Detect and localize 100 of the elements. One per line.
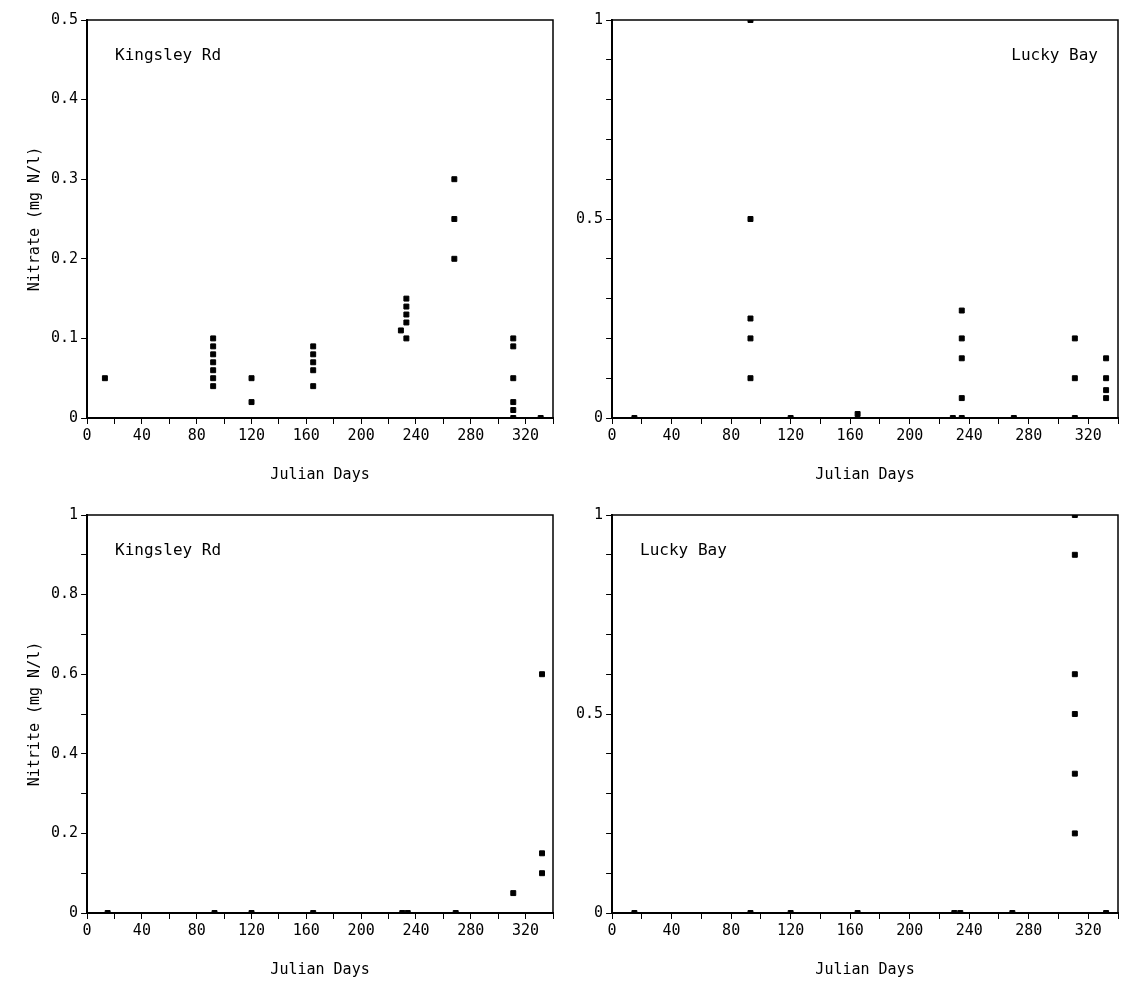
x-tick-label: 320 <box>512 920 540 939</box>
y-axis-title: Nitrate (mg N/l) <box>24 146 43 292</box>
point <box>1071 375 1078 382</box>
point <box>403 319 410 326</box>
y-tick-label: 0.5 <box>576 703 604 722</box>
point <box>248 375 255 382</box>
y-tick-label: 0.8 <box>51 584 79 603</box>
point <box>310 343 317 350</box>
point <box>539 850 546 857</box>
x-tick-label: 0 <box>82 425 92 444</box>
point <box>310 383 317 390</box>
x-axis-title: Julian Days <box>270 464 370 483</box>
y-tick-label: 0 <box>69 902 79 921</box>
y-axis-title: Nitrite (mg N/l) <box>24 641 43 787</box>
y-tick-label: 0 <box>594 407 604 426</box>
y-tick-label: 1 <box>594 504 604 523</box>
x-tick-label: 240 <box>955 920 983 939</box>
point <box>1071 551 1078 558</box>
point <box>210 351 217 358</box>
point <box>310 351 317 358</box>
point <box>539 671 546 678</box>
x-tick-label: 160 <box>836 920 864 939</box>
x-axis-title: Julian Days <box>270 959 370 978</box>
x-tick-label: 280 <box>457 425 485 444</box>
x-tick-label: 80 <box>722 920 741 939</box>
point <box>1103 387 1110 394</box>
point <box>210 367 217 374</box>
point <box>1071 770 1078 777</box>
x-tick-label: 0 <box>607 425 617 444</box>
x-tick-label: 40 <box>132 920 151 939</box>
point <box>210 335 217 342</box>
x-tick-label: 320 <box>1074 425 1102 444</box>
x-tick-label: 80 <box>722 425 741 444</box>
y-tick-label: 1 <box>69 504 79 523</box>
point <box>747 315 754 322</box>
y-tick-label: 0.4 <box>51 743 79 762</box>
y-tick-label: 0.3 <box>51 169 79 188</box>
point <box>747 335 754 342</box>
x-tick-label: 320 <box>512 425 540 444</box>
x-tick-label: 40 <box>132 425 151 444</box>
point <box>958 307 965 314</box>
x-tick-label: 320 <box>1074 920 1102 939</box>
y-tick-label: 0 <box>69 407 79 426</box>
point <box>958 395 965 402</box>
x-axis-title: Julian Days <box>815 959 915 978</box>
x-axis-title: Julian Days <box>815 464 915 483</box>
x-tick-label: 160 <box>836 425 864 444</box>
point <box>539 870 546 877</box>
point <box>310 367 317 374</box>
point <box>854 411 861 417</box>
y-tick-label: 0.5 <box>51 9 79 28</box>
x-tick-label: 80 <box>187 425 206 444</box>
point <box>1071 830 1078 837</box>
point <box>248 399 255 406</box>
x-tick-label: 200 <box>896 920 924 939</box>
point <box>210 343 217 350</box>
point <box>451 255 458 262</box>
point <box>1103 355 1110 362</box>
point <box>510 335 517 342</box>
y-tick-label: 0.2 <box>51 248 79 267</box>
point <box>1071 711 1078 717</box>
x-tick-label: 280 <box>457 920 485 939</box>
point <box>747 216 754 222</box>
y-tick-label: 0.1 <box>51 328 79 347</box>
annotation: Lucky Bay <box>1011 45 1099 65</box>
y-tick-label: 0.5 <box>576 208 604 227</box>
point <box>510 399 517 406</box>
y-tick-label: 0.2 <box>51 823 79 842</box>
x-tick-label: 0 <box>607 920 617 939</box>
point <box>510 407 517 414</box>
x-tick-label: 0 <box>82 920 92 939</box>
x-tick-label: 40 <box>662 425 681 444</box>
point <box>210 383 217 390</box>
point <box>1103 395 1110 402</box>
x-tick-label: 80 <box>187 920 206 939</box>
x-tick-label: 280 <box>1015 425 1043 444</box>
x-tick-label: 160 <box>292 425 320 444</box>
point <box>397 327 404 334</box>
point <box>310 359 317 366</box>
x-tick-label: 120 <box>777 425 805 444</box>
annotation: Kingsley Rd <box>115 540 222 560</box>
x-tick-label: 240 <box>402 920 430 939</box>
point <box>1071 335 1078 342</box>
point <box>958 355 965 362</box>
point <box>958 335 965 342</box>
x-tick-label: 240 <box>402 425 430 444</box>
x-tick-label: 120 <box>237 920 266 939</box>
point <box>510 375 517 382</box>
x-tick-label: 40 <box>662 920 681 939</box>
point <box>403 295 410 302</box>
x-tick-label: 240 <box>955 425 983 444</box>
point <box>510 343 517 350</box>
point <box>510 890 517 897</box>
x-tick-label: 160 <box>292 920 320 939</box>
x-tick-label: 200 <box>896 425 924 444</box>
point <box>403 335 410 342</box>
point <box>1071 671 1078 678</box>
x-tick-label: 280 <box>1015 920 1043 939</box>
y-tick-label: 1 <box>594 9 604 28</box>
x-tick-label: 120 <box>237 425 266 444</box>
